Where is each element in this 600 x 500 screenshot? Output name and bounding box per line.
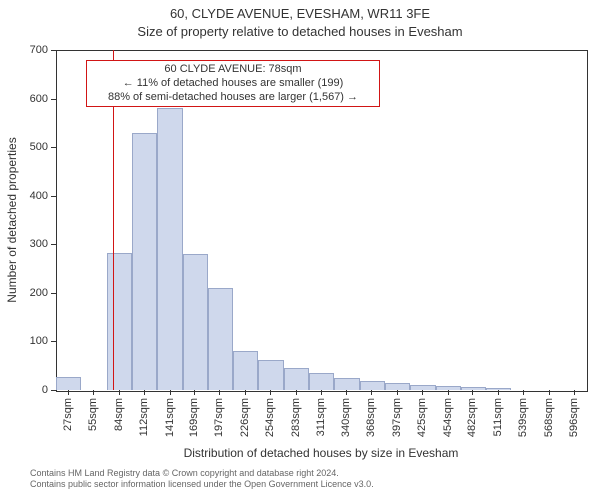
histogram-bar	[107, 253, 132, 390]
xtick-label: 539sqm	[517, 398, 529, 437]
ytick-label: 200	[0, 287, 48, 299]
xtick-mark	[321, 390, 322, 395]
histogram-bar	[410, 385, 435, 390]
histogram-bar	[157, 108, 182, 390]
xtick-label: 425sqm	[416, 398, 428, 437]
xtick-label: 397sqm	[391, 398, 403, 437]
xtick-mark	[194, 390, 195, 395]
xtick-label: 197sqm	[213, 398, 225, 437]
ytick-mark	[51, 196, 56, 197]
ytick-label: 300	[0, 238, 48, 250]
xtick-mark	[498, 390, 499, 395]
xtick-label: 55sqm	[87, 398, 99, 431]
ytick-mark	[51, 293, 56, 294]
chart-title-line2: Size of property relative to detached ho…	[0, 24, 600, 39]
xtick-label: 511sqm	[492, 398, 504, 436]
histogram-bar	[56, 377, 81, 390]
y-axis-label: Number of detached properties	[5, 137, 19, 302]
annotation-line3: 88% of semi-detached houses are larger (…	[91, 91, 375, 105]
xtick-mark	[422, 390, 423, 395]
xtick-label: 568sqm	[543, 398, 555, 437]
xtick-label: 254sqm	[264, 398, 276, 437]
xtick-mark	[296, 390, 297, 395]
xtick-label: 27sqm	[62, 398, 74, 431]
ytick-label: 600	[0, 93, 48, 105]
xtick-mark	[93, 390, 94, 395]
xtick-mark	[549, 390, 550, 395]
attribution-block: Contains HM Land Registry data © Crown c…	[0, 468, 600, 491]
xtick-label: 283sqm	[290, 398, 302, 437]
xtick-label: 340sqm	[340, 398, 352, 437]
annotation-box: 60 CLYDE AVENUE: 78sqm← 11% of detached …	[86, 60, 380, 107]
ytick-mark	[51, 50, 56, 51]
x-axis-label: Distribution of detached houses by size …	[56, 446, 586, 460]
ytick-label: 0	[0, 384, 48, 396]
xtick-label: 454sqm	[442, 398, 454, 437]
xtick-mark	[574, 390, 575, 395]
histogram-bar	[486, 388, 511, 390]
xtick-label: 112sqm	[138, 398, 150, 436]
ytick-mark	[51, 147, 56, 148]
histogram-bar	[132, 133, 157, 390]
ytick-mark	[51, 244, 56, 245]
xtick-label: 368sqm	[365, 398, 377, 437]
histogram-bar	[233, 351, 258, 390]
attribution-line2: Contains public sector information licen…	[30, 479, 600, 490]
xtick-mark	[472, 390, 473, 395]
chart-title-line1: 60, CLYDE AVENUE, EVESHAM, WR11 3FE	[0, 6, 600, 21]
xtick-label: 226sqm	[239, 398, 251, 437]
ytick-label: 100	[0, 335, 48, 347]
chart-container: 60, CLYDE AVENUE, EVESHAM, WR11 3FE Size…	[0, 0, 600, 500]
ytick-mark	[51, 390, 56, 391]
xtick-mark	[245, 390, 246, 395]
ytick-label: 700	[0, 44, 48, 56]
histogram-bar	[461, 387, 486, 390]
xtick-mark	[523, 390, 524, 395]
annotation-line1: 60 CLYDE AVENUE: 78sqm	[91, 63, 375, 77]
histogram-bar	[436, 386, 461, 390]
ytick-mark	[51, 341, 56, 342]
xtick-label: 596sqm	[568, 398, 580, 437]
xtick-label: 141sqm	[164, 398, 176, 437]
ytick-mark	[51, 99, 56, 100]
attribution-line1: Contains HM Land Registry data © Crown c…	[30, 468, 600, 479]
histogram-bar	[284, 368, 309, 390]
histogram-bar	[360, 381, 385, 390]
histogram-bar	[334, 378, 359, 390]
ytick-label: 400	[0, 190, 48, 202]
histogram-bar	[258, 360, 283, 390]
ytick-label: 500	[0, 141, 48, 153]
annotation-line2: ← 11% of detached houses are smaller (19…	[91, 77, 375, 91]
xtick-mark	[346, 390, 347, 395]
xtick-mark	[68, 390, 69, 395]
xtick-mark	[270, 390, 271, 395]
xtick-mark	[170, 390, 171, 395]
xtick-mark	[119, 390, 120, 395]
xtick-label: 311sqm	[315, 398, 327, 436]
histogram-bar	[208, 288, 233, 390]
xtick-label: 482sqm	[466, 398, 478, 437]
xtick-mark	[448, 390, 449, 395]
xtick-mark	[144, 390, 145, 395]
xtick-label: 169sqm	[188, 398, 200, 437]
xtick-mark	[371, 390, 372, 395]
xtick-mark	[219, 390, 220, 395]
histogram-bar	[309, 373, 334, 390]
histogram-bar	[183, 254, 208, 390]
xtick-label: 84sqm	[113, 398, 125, 431]
xtick-mark	[397, 390, 398, 395]
histogram-bar	[385, 383, 410, 390]
